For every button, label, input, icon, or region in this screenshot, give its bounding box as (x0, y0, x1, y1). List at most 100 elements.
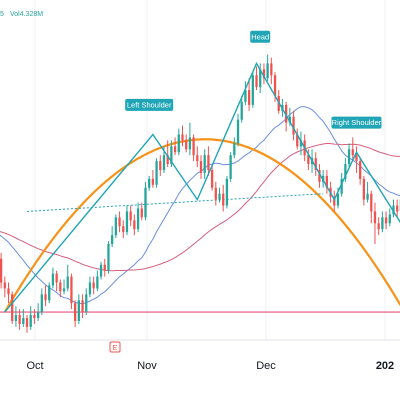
candle (373, 202, 377, 244)
candle (66, 264, 69, 292)
candle-body (336, 193, 340, 206)
candle (118, 211, 121, 233)
x-tick-label: Dec (256, 360, 276, 372)
head-and-shoulders-outline (4, 61, 400, 313)
candle-body (133, 220, 136, 230)
candle (40, 288, 43, 316)
candle-body (185, 140, 188, 150)
candle (129, 205, 132, 227)
candle (155, 158, 158, 188)
candle-body (396, 205, 399, 212)
candle-body (370, 193, 373, 212)
candle (240, 96, 243, 123)
candle-body (210, 170, 214, 188)
candle (122, 220, 125, 239)
candle-body (99, 264, 103, 277)
candle (11, 291, 14, 324)
moving-average-1 (0, 142, 400, 272)
candle-body (173, 146, 177, 153)
candle-body (85, 294, 88, 313)
candle-body (340, 178, 343, 194)
candle-body (314, 158, 317, 170)
candle (299, 131, 303, 156)
candle-body (88, 282, 92, 295)
candle (70, 273, 73, 310)
candle-body (381, 217, 384, 230)
candle-body (333, 196, 336, 206)
candle-body (325, 175, 329, 188)
candle-body (240, 101, 243, 120)
candle (48, 282, 51, 304)
candle (0, 252, 3, 289)
candle-body (7, 288, 10, 295)
candle-body (222, 193, 225, 206)
rounding-arc (3, 138, 400, 313)
candle (218, 187, 221, 203)
pattern-labels: Left Shoulder Head Right Shoulder (125, 30, 382, 129)
pattern-outline-layer (4, 61, 400, 313)
candle (125, 205, 129, 236)
candle-body (122, 226, 125, 233)
candle (18, 309, 21, 330)
candle-body (233, 143, 236, 156)
candle (92, 276, 95, 295)
candle (192, 134, 195, 162)
candle-body (151, 178, 155, 185)
label-head-bg (250, 30, 271, 43)
candle (133, 214, 136, 236)
candle (188, 122, 192, 156)
candle (396, 199, 399, 218)
candle (3, 276, 6, 298)
candle-body (273, 75, 277, 96)
candle (266, 54, 269, 82)
candle-body (188, 137, 192, 150)
candle (247, 78, 251, 111)
candle (384, 211, 388, 230)
candle-body (266, 63, 269, 79)
candle (284, 101, 288, 132)
candle (203, 149, 206, 179)
candle-body (244, 90, 247, 102)
candle (236, 113, 240, 147)
candle-body (284, 104, 288, 123)
candle (77, 294, 80, 324)
candle (366, 181, 369, 203)
candle (259, 63, 262, 94)
candle (14, 306, 18, 327)
candle-body (236, 119, 240, 144)
candle (207, 146, 210, 176)
candle (370, 190, 373, 224)
candle (144, 181, 147, 221)
candle (166, 140, 169, 168)
candle-body (388, 214, 391, 224)
candle (199, 155, 203, 179)
candle-body (125, 211, 129, 233)
candle (62, 279, 66, 295)
candle (96, 270, 99, 292)
candle-body (225, 178, 229, 206)
neckline (26, 193, 324, 212)
candle-body (33, 315, 36, 318)
candle (107, 241, 110, 274)
candle-body (18, 315, 21, 324)
candle-body (347, 149, 351, 165)
label-right-shoulder-bg (331, 116, 382, 129)
candle (388, 208, 391, 227)
candle (51, 267, 55, 289)
candle-body (247, 90, 251, 105)
candle (318, 164, 321, 188)
candle-body (259, 69, 262, 88)
candle-body (129, 211, 132, 221)
neckline-layer (26, 193, 324, 212)
label-right-shoulder: Right Shoulder (331, 116, 382, 129)
candle-body (96, 276, 99, 289)
label-left-shoulder-text: Left Shoulder (127, 100, 172, 109)
candle (314, 152, 317, 176)
candle (111, 226, 114, 247)
candle-body (166, 155, 169, 165)
candle (36, 303, 40, 321)
candle (33, 309, 36, 324)
candle (73, 300, 77, 327)
candle-body (292, 116, 295, 135)
